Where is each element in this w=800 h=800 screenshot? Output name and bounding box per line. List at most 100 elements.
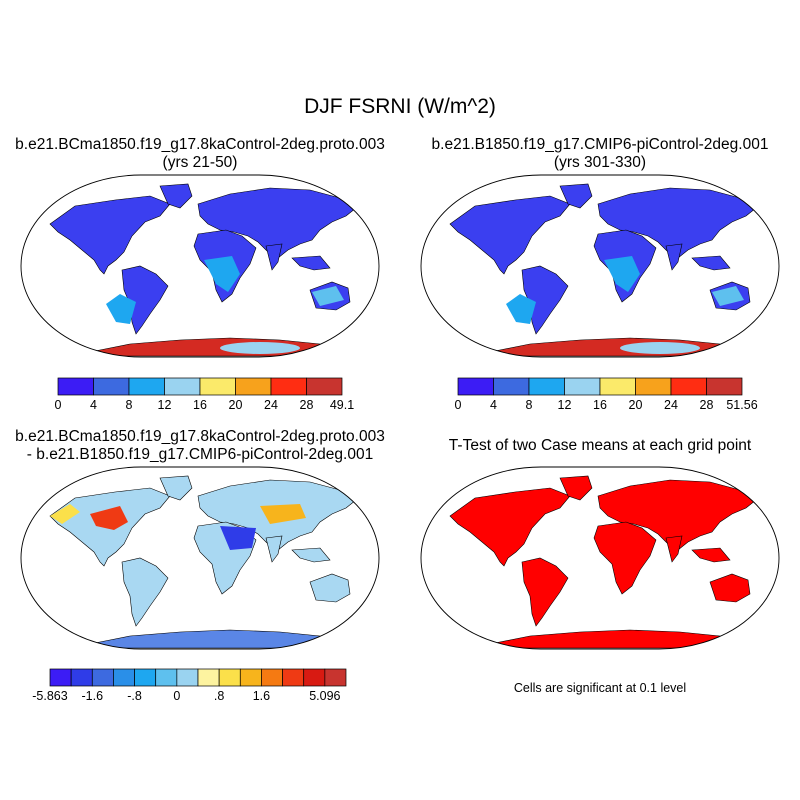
panel2-title-line2: (yrs 301-330) [553, 154, 647, 171]
region-australia [712, 286, 744, 306]
colorbar-1-swatch [306, 377, 343, 396]
colorbar-1-tick-label: 20 [229, 398, 243, 412]
colorbar-2-tick-label: 4 [490, 398, 497, 412]
continent-greenland [159, 475, 193, 501]
continent-antarctica [479, 337, 742, 357]
colorbar-2-swatch [528, 377, 565, 396]
continent-india [665, 243, 683, 271]
map-boundary [20, 174, 380, 358]
map-boundary [20, 466, 380, 650]
colorbar-1-swatch [164, 377, 201, 396]
continent-india [265, 535, 283, 563]
figure-title: DJF FSRNI (W/m^2) [304, 95, 496, 118]
colorbar-1-swatch [93, 377, 130, 396]
map-boundary [420, 466, 780, 650]
panel1-title-line1: b.e21.BCma1850.f19_g17.8kaControl-2deg.p… [15, 136, 385, 153]
colorbar-3-tick-label: -1.6 [82, 689, 104, 703]
colorbar-2-swatch [457, 377, 494, 396]
region-antarctic-interior [620, 342, 700, 354]
continent-northAmerica [49, 195, 171, 275]
continent-northAmerica [449, 487, 571, 567]
colorbar-2-tick-label: 8 [526, 398, 533, 412]
map-panel-4 [420, 466, 780, 650]
region-alaska [50, 504, 80, 524]
panel2-title-line1: b.e21.B1850.f19_g17.CMIP6-piControl-2deg… [431, 136, 769, 153]
continent-seAsia [291, 547, 331, 563]
colorbar-3-swatch [261, 668, 283, 687]
colorbar-1-tick-label: 24 [264, 398, 278, 412]
colorbar-1-swatch [235, 377, 272, 396]
colorbar-3-swatch [49, 668, 72, 687]
colorbar-1-swatch [57, 377, 94, 396]
colorbar-3-swatch [176, 668, 199, 687]
colorbar-panel-3: -5.863 -1.6 -.8 0 .8 1.6 5.096 [32, 668, 347, 703]
colorbar-1-swatch [128, 377, 165, 396]
panel3-title-line1: b.e21.BCma1850.f19_g17.8kaControl-2deg.p… [15, 428, 385, 445]
continent-australia [309, 573, 351, 603]
map-panel-3 [20, 466, 380, 650]
continent-seAsia [691, 547, 731, 563]
colorbar-1-tick-label: 16 [193, 398, 207, 412]
continent-africa [593, 521, 657, 595]
panel2-title: b.e21.B1850.f19_g17.CMIP6-piControl-2deg… [400, 136, 800, 172]
colorbar-1-swatch [199, 377, 236, 396]
colorbar-panel-2: 0 4 8 12 16 20 24 28 51.56 [455, 377, 758, 412]
colorbar-2-swatch [599, 377, 636, 396]
colorbar-3-tick-label: -.8 [127, 689, 142, 703]
panel4-title-line1: T-Test of two Case means at each grid po… [448, 437, 752, 454]
colorbar-2-tick-label: 0 [455, 398, 462, 412]
map-boundary [420, 174, 780, 358]
continent-antarctica [479, 629, 742, 649]
colorbar-1-tick-label: 49.1 [330, 398, 354, 412]
colorbar-2-swatch [706, 377, 743, 396]
continent-antarctica [79, 629, 342, 649]
colorbar-3-swatch [303, 668, 326, 687]
colorbar-3-tick-label: 1.6 [253, 689, 270, 703]
colorbar-2-tick-label: 28 [700, 398, 714, 412]
colorbar-2-swatch [493, 377, 530, 396]
continent-southAmerica [121, 557, 169, 627]
colorbar-3-swatch [239, 668, 262, 687]
colorbar-3-swatch [91, 668, 114, 687]
panel3-title-line2: - b.e21.B1850.f19_g17.CMIP6-piControl-2d… [26, 446, 374, 463]
continent-india [665, 535, 683, 563]
continent-northAmerica [449, 195, 571, 275]
colorbar-3-tick-label: 0 [173, 689, 180, 703]
colorbar-3-swatch [282, 668, 305, 687]
colorbar-2-swatch [564, 377, 601, 396]
continent-greenland [159, 183, 193, 209]
region-africa-south [604, 256, 640, 292]
colorbar-3-swatch [113, 668, 135, 687]
colorbar-1-tick-label: 12 [158, 398, 172, 412]
colorbar-3-swatch [134, 668, 157, 687]
colorbar-2-tick-label: 16 [593, 398, 607, 412]
region-south-america-tropics [106, 294, 136, 324]
colorbar-3-swatch [324, 668, 347, 687]
colorbar-panel-1: 0 4 8 12 16 20 24 28 49.1 [55, 377, 354, 412]
continent-greenland [559, 475, 593, 501]
colorbar-3-swatch [70, 668, 93, 687]
colorbar-2-tick-label: 20 [629, 398, 643, 412]
colorbar-2-swatch [635, 377, 672, 396]
colorbar-3-tick-label: .8 [214, 689, 224, 703]
ttest-note: Cells are significant at 0.1 level [513, 681, 687, 695]
map-panel-1 [20, 174, 380, 358]
colorbar-3-tick-label: -5.863 [32, 689, 67, 703]
continent-seAsia [691, 255, 731, 271]
panel1-title-line2: (yrs 21-50) [162, 154, 238, 171]
region-central-asia-positive [260, 504, 306, 524]
panel3-title: b.e21.BCma1850.f19_g17.8kaControl-2deg.p… [0, 428, 400, 464]
colorbar-2-tick-label: 12 [558, 398, 572, 412]
colorbar-1-tick-label: 8 [126, 398, 133, 412]
colorbar-1-tick-label: 4 [90, 398, 97, 412]
colorbar-3-swatch [218, 668, 241, 687]
colorbar-3-tick-label: 5.096 [309, 689, 340, 703]
continent-southAmerica [521, 557, 569, 627]
colorbar-1-tick-label: 0 [55, 398, 62, 412]
continent-seAsia [291, 255, 331, 271]
region-north-america-positive [90, 506, 128, 530]
panel1-title: b.e21.BCma1850.f19_g17.8kaControl-2deg.p… [0, 136, 400, 172]
region-sahel-negative [220, 526, 256, 550]
colorbar-2-swatch [670, 377, 707, 396]
panel4-title: T-Test of two Case means at each grid po… [400, 437, 800, 455]
